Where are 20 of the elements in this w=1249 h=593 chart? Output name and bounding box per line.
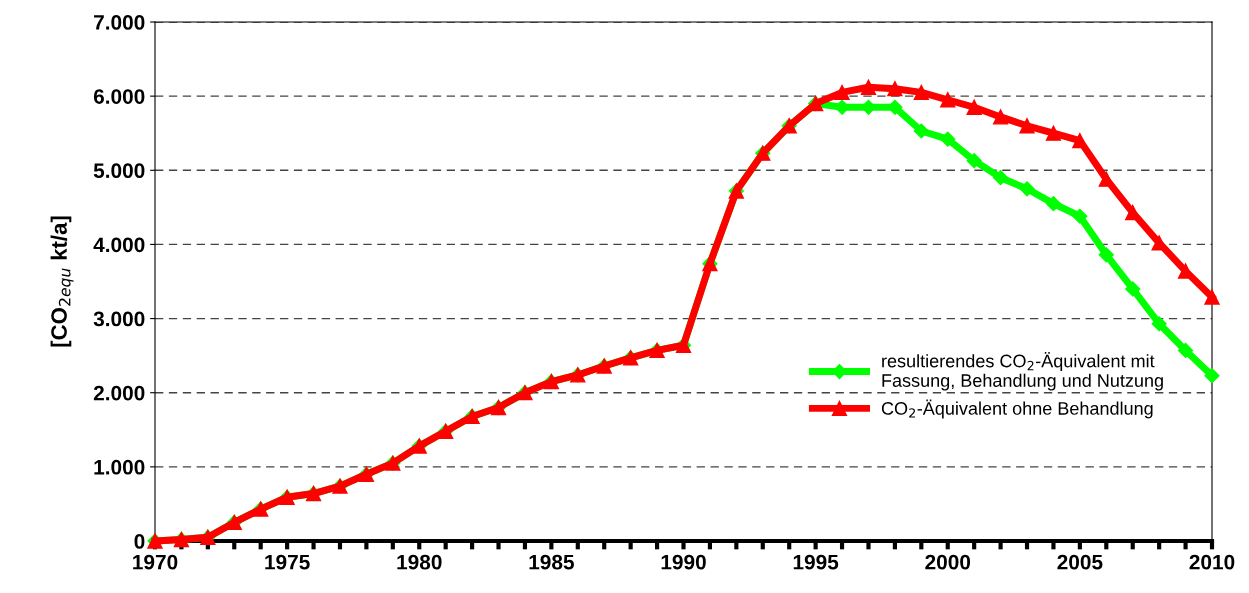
x-tick-label: 1990 — [661, 554, 706, 570]
y-axis-title: [CO$_{2equ}$ kt/a] — [50, 216, 74, 347]
y-tick-label: 6.000 — [93, 89, 145, 104]
x-tick-label: 1995 — [793, 554, 839, 570]
y-tick-label: 5.000 — [93, 163, 145, 179]
x-tick-label: 1980 — [397, 554, 442, 570]
x-tick-label: 2005 — [1057, 554, 1103, 570]
legend-label: resultierendes CO$_{2}$-Äquivalent mit Fassung, Behandlung und Nutzung — [882, 352, 1163, 391]
y-tick-label: 3.000 — [93, 311, 145, 327]
x-tick-label: 1975 — [265, 554, 310, 570]
x-tick-label: 1985 — [529, 554, 574, 570]
x-tick-label: 2010 — [1189, 554, 1235, 570]
legend-label: CO$_{2}$-Äquivalent ohne Behandlung — [881, 399, 1153, 419]
x-tick-label: 1970 — [133, 554, 178, 570]
y-tick-label: 4.000 — [93, 237, 145, 253]
y-tick-label: 7.000 — [94, 15, 145, 30]
y-tick-label: 0 — [134, 534, 145, 549]
y-tick-label: 1.000 — [94, 459, 145, 475]
y-tick-label: 2.000 — [93, 385, 145, 401]
x-tick-label: 2000 — [925, 554, 971, 570]
